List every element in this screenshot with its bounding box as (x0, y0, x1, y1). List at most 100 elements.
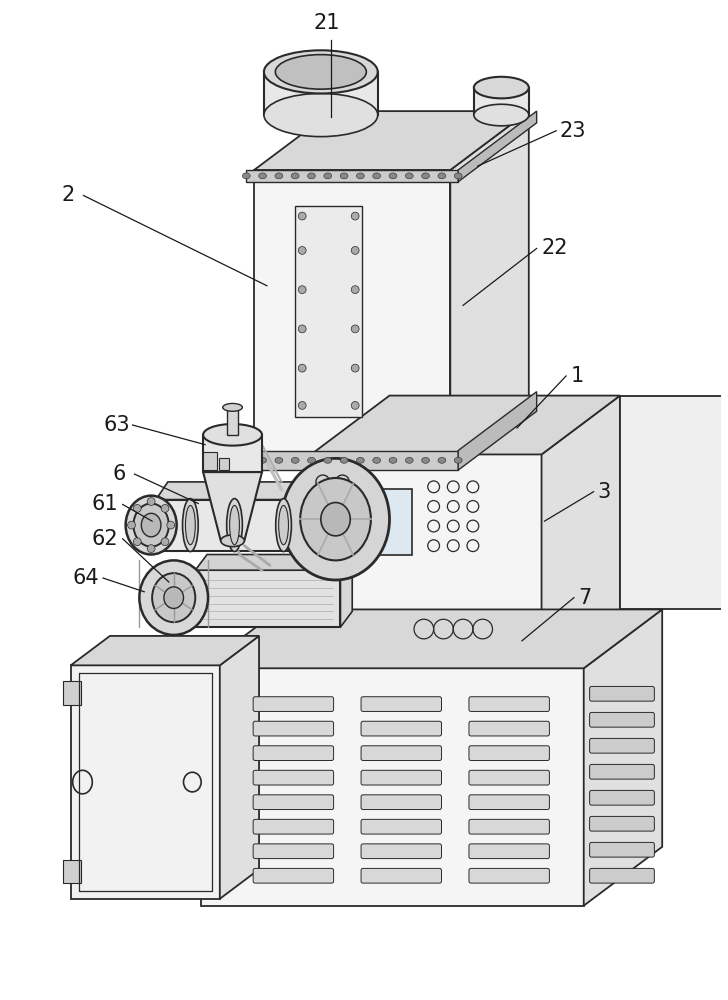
FancyBboxPatch shape (253, 721, 333, 736)
Text: 21: 21 (314, 13, 340, 33)
Ellipse shape (223, 403, 242, 411)
Ellipse shape (186, 505, 195, 545)
Polygon shape (201, 609, 662, 668)
Polygon shape (254, 111, 529, 170)
Ellipse shape (389, 173, 397, 179)
Ellipse shape (275, 55, 366, 89)
FancyBboxPatch shape (590, 738, 654, 753)
Ellipse shape (351, 401, 359, 409)
Ellipse shape (126, 496, 177, 554)
Ellipse shape (221, 535, 245, 547)
Ellipse shape (282, 458, 389, 580)
Text: 3: 3 (598, 482, 611, 502)
Bar (339, 489, 412, 555)
Polygon shape (311, 454, 542, 668)
FancyBboxPatch shape (590, 868, 654, 883)
Ellipse shape (275, 457, 282, 463)
Ellipse shape (139, 560, 208, 635)
Text: 1: 1 (571, 366, 585, 386)
FancyBboxPatch shape (253, 844, 333, 859)
Polygon shape (458, 111, 537, 182)
Ellipse shape (264, 93, 378, 137)
Ellipse shape (389, 457, 397, 463)
Text: 6: 6 (112, 464, 125, 484)
FancyBboxPatch shape (469, 795, 550, 810)
Bar (203, 452, 217, 470)
FancyBboxPatch shape (590, 842, 654, 857)
Polygon shape (201, 668, 584, 906)
Ellipse shape (321, 503, 350, 536)
FancyBboxPatch shape (253, 770, 333, 785)
Ellipse shape (298, 364, 306, 372)
Ellipse shape (422, 457, 430, 463)
FancyBboxPatch shape (590, 712, 654, 727)
FancyBboxPatch shape (253, 868, 333, 883)
Polygon shape (620, 396, 728, 609)
Ellipse shape (133, 503, 169, 547)
Text: 61: 61 (92, 494, 119, 514)
Polygon shape (195, 570, 341, 627)
Ellipse shape (203, 424, 262, 446)
Ellipse shape (161, 505, 169, 512)
Ellipse shape (298, 212, 306, 220)
Polygon shape (220, 636, 259, 899)
Text: 22: 22 (542, 238, 568, 258)
Ellipse shape (422, 173, 430, 179)
FancyBboxPatch shape (253, 746, 333, 760)
Polygon shape (203, 435, 262, 472)
Ellipse shape (438, 457, 446, 463)
FancyBboxPatch shape (469, 770, 550, 785)
Bar (219, 458, 229, 470)
Ellipse shape (164, 587, 183, 608)
Ellipse shape (351, 364, 359, 372)
Ellipse shape (258, 173, 266, 179)
Ellipse shape (226, 499, 242, 552)
Ellipse shape (298, 246, 306, 254)
FancyBboxPatch shape (469, 721, 550, 736)
FancyBboxPatch shape (253, 795, 333, 810)
FancyBboxPatch shape (361, 819, 441, 834)
Ellipse shape (141, 513, 161, 537)
FancyBboxPatch shape (361, 868, 441, 883)
Ellipse shape (300, 478, 371, 560)
Ellipse shape (324, 457, 332, 463)
Polygon shape (156, 482, 359, 500)
Ellipse shape (229, 505, 240, 545)
FancyBboxPatch shape (469, 746, 550, 760)
Ellipse shape (351, 286, 359, 294)
Ellipse shape (133, 505, 141, 512)
Polygon shape (584, 609, 662, 906)
Ellipse shape (258, 457, 266, 463)
Text: 7: 7 (578, 588, 591, 608)
Ellipse shape (291, 457, 299, 463)
Text: 64: 64 (72, 568, 99, 588)
FancyBboxPatch shape (469, 819, 550, 834)
FancyBboxPatch shape (361, 795, 441, 810)
Polygon shape (458, 392, 537, 470)
Ellipse shape (298, 286, 306, 294)
Polygon shape (341, 554, 352, 627)
FancyBboxPatch shape (253, 819, 333, 834)
FancyBboxPatch shape (361, 721, 441, 736)
FancyBboxPatch shape (590, 790, 654, 805)
Ellipse shape (298, 401, 306, 409)
Ellipse shape (340, 457, 348, 463)
Ellipse shape (276, 499, 291, 552)
Ellipse shape (351, 212, 359, 220)
Polygon shape (542, 396, 620, 668)
Text: 63: 63 (103, 415, 130, 435)
Ellipse shape (438, 173, 446, 179)
Ellipse shape (183, 499, 198, 552)
Ellipse shape (351, 246, 359, 254)
Ellipse shape (152, 573, 195, 622)
Ellipse shape (454, 173, 462, 179)
Polygon shape (264, 72, 378, 115)
Ellipse shape (133, 538, 141, 546)
Ellipse shape (474, 77, 529, 98)
FancyBboxPatch shape (361, 697, 441, 711)
Polygon shape (71, 636, 259, 665)
Text: 62: 62 (92, 529, 119, 549)
Ellipse shape (127, 521, 135, 529)
FancyBboxPatch shape (469, 697, 550, 711)
FancyBboxPatch shape (361, 746, 441, 760)
